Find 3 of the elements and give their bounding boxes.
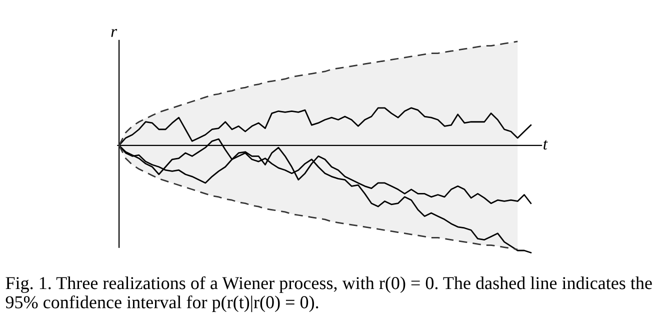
y-axis-title: r [111, 29, 118, 37]
x-axis-title: t [544, 140, 548, 150]
caption: Fig. 1. Three realizations of a Wiener process, with r(0) = 0. The dashed line indicates the 95% confidence interval for p(r(t)|r(0) = 0). [6, 276, 652, 312]
